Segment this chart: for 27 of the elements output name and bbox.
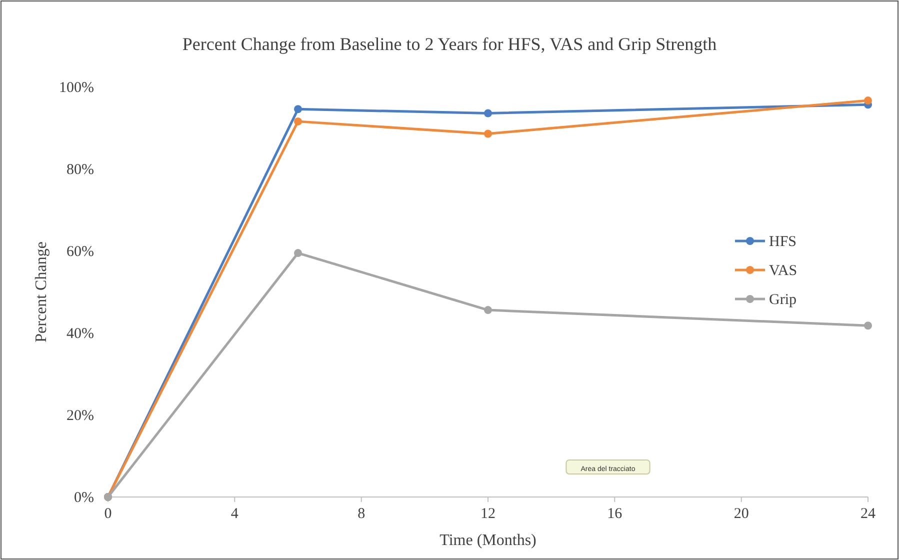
point xyxy=(484,109,492,118)
y-tick-label: 40% xyxy=(66,326,94,342)
point xyxy=(864,322,872,330)
y-tick-label: 80% xyxy=(66,162,94,178)
x-tick-label: 24 xyxy=(860,506,876,522)
point xyxy=(294,105,302,114)
x-tick-label: 0 xyxy=(104,506,112,522)
legend-label: HFS xyxy=(769,234,797,250)
y-tick-label: 100% xyxy=(59,80,94,96)
point xyxy=(294,117,302,126)
y-tick-label: 0% xyxy=(74,490,94,506)
point xyxy=(294,249,302,258)
x-axis-title: Time (Months) xyxy=(440,532,536,549)
y-tick-label: 60% xyxy=(66,244,94,260)
point xyxy=(484,306,492,314)
x-tick-label: 20 xyxy=(734,506,749,522)
y-axis-title: Percent Change xyxy=(33,242,50,342)
point xyxy=(484,130,492,138)
x-tick-label: 4 xyxy=(230,506,239,522)
chart-title: Percent Change from Baseline to 2 Years for HFS, VAS and Grip Strength xyxy=(182,34,717,54)
x-tick-label: 16 xyxy=(607,506,623,522)
legend-label: Grip xyxy=(769,292,796,308)
x-tick-label: 8 xyxy=(358,506,366,522)
legend-label: VAS xyxy=(769,263,798,279)
y-tick-label: 20% xyxy=(66,408,94,424)
point xyxy=(864,96,872,105)
x-tick-label: 12 xyxy=(480,506,496,522)
